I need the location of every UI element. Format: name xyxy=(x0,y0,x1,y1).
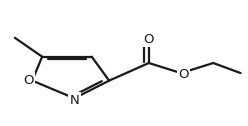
Text: O: O xyxy=(178,68,189,81)
Text: O: O xyxy=(23,74,34,87)
Text: N: N xyxy=(69,94,79,107)
Text: O: O xyxy=(144,33,154,46)
